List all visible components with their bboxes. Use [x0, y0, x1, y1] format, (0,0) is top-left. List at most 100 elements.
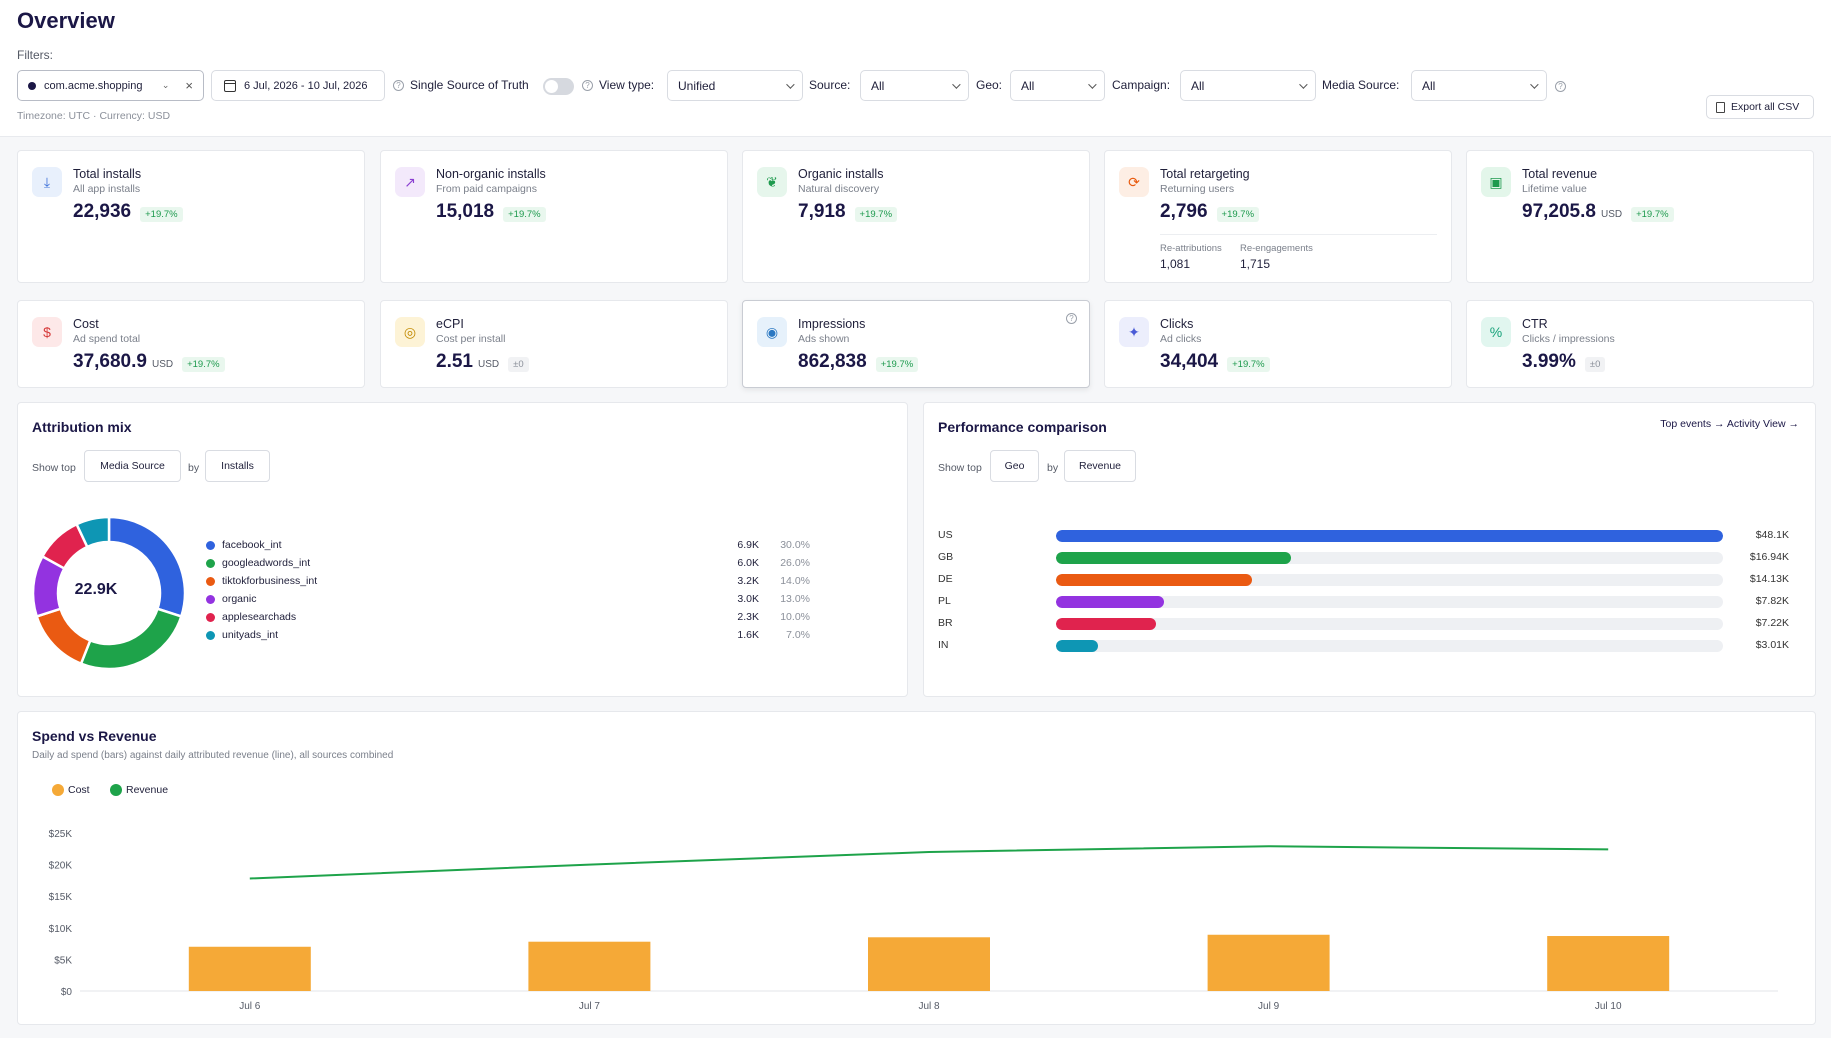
- sst-label: ? Single Source of Truth: [393, 78, 529, 92]
- cost-bar[interactable]: [1207, 934, 1330, 991]
- dimension-button[interactable]: Geo: [990, 450, 1039, 482]
- kpi-card[interactable]: ❦ Organic installs Natural discovery 7,918 +…: [742, 150, 1090, 283]
- date-range-label: 6 Jul, 2026 - 10 Jul, 2026: [244, 79, 368, 92]
- date-range-picker[interactable]: 6 Jul, 2026 - 10 Jul, 2026: [211, 70, 385, 101]
- sst-toggle[interactable]: [543, 78, 574, 95]
- help-icon[interactable]: ?: [1066, 313, 1077, 324]
- kpi-title: Organic installs: [798, 167, 884, 181]
- legend-swatch: [206, 558, 215, 568]
- legend-item[interactable]: applesearchads 2.3K 10.0%: [206, 610, 926, 624]
- performance-title: Performance comparison: [938, 419, 1107, 435]
- kpi-title: Total retargeting: [1160, 167, 1250, 181]
- kpi-title: Cost: [73, 317, 99, 331]
- delta-badge: ±0: [1584, 357, 1606, 372]
- geo-bar: [1056, 640, 1098, 652]
- download-icon: ⤓: [32, 167, 62, 197]
- kpi-card[interactable]: % CTR Clicks / impressions 3.99% ±0: [1466, 300, 1814, 388]
- geo-bar-track: [1056, 618, 1723, 630]
- kpi-card[interactable]: ⤓ Total installs All app installs 22,936 +19…: [17, 150, 365, 283]
- geo-row[interactable]: GB $16.94K: [938, 551, 1803, 565]
- attribution-mix-panel: Attribution mix Show top Media Source by…: [17, 402, 908, 697]
- activity-view-link[interactable]: Top events → Activity View →: [1660, 418, 1799, 430]
- legend-label: googleadwords_int: [222, 557, 311, 569]
- geo-row[interactable]: DE $14.13K: [938, 573, 1803, 587]
- cost-bar[interactable]: [528, 941, 651, 991]
- kpi-card[interactable]: $ Cost Ad spend total 37,680.9 USD +19.7%: [17, 300, 365, 388]
- chevron-down-icon[interactable]: ⌄: [161, 80, 170, 90]
- media-source-select[interactable]: All: [1411, 70, 1547, 101]
- y-tick-label: $10K: [49, 924, 73, 935]
- stat-label: Re-attributions: [1160, 243, 1222, 254]
- stat-value: 1,715: [1240, 257, 1271, 271]
- legend-item[interactable]: googleadwords_int 6.0K 26.0%: [206, 556, 926, 570]
- geo-row[interactable]: US $48.1K: [938, 529, 1803, 543]
- donut-slice[interactable]: [79, 607, 183, 671]
- wallet-icon: ▣: [1481, 167, 1511, 197]
- cost-bar[interactable]: [1547, 936, 1670, 991]
- media-source-label: Media Source:: [1322, 78, 1400, 92]
- legend-swatch: [206, 630, 215, 640]
- geo-label: DE: [938, 573, 953, 585]
- kpi-subtitle: Ad clicks: [1160, 333, 1202, 345]
- y-tick-label: $20K: [49, 861, 73, 872]
- donut-total: 22.9K: [74, 581, 118, 598]
- view-type-label: ? View type:: [582, 78, 654, 92]
- export-csv-button[interactable]: Export all CSV: [1706, 95, 1814, 119]
- x-tick-label: Jul 8: [918, 1001, 940, 1012]
- filter-bar: Overview Filters: com.acme.shopping ⌄ × …: [0, 0, 1831, 137]
- kpi-subtitle: Lifetime value: [1522, 183, 1587, 195]
- close-icon[interactable]: ×: [185, 78, 193, 93]
- delta-badge: +19.7%: [1227, 357, 1270, 372]
- kpi-title: Total revenue: [1522, 167, 1598, 181]
- kpi-subtitle: From paid campaigns: [436, 183, 537, 195]
- metric-button[interactable]: Revenue: [1064, 450, 1136, 482]
- legend-item[interactable]: tiktokforbusiness_int 3.2K 14.0%: [206, 574, 926, 588]
- help-icon[interactable]: ?: [393, 79, 404, 91]
- legend-item[interactable]: unityads_int 1.6K 7.0%: [206, 628, 926, 642]
- legend-cost[interactable]: Cost: [52, 784, 90, 796]
- calendar-icon: [224, 79, 236, 92]
- view-type-select[interactable]: Unified: [667, 70, 803, 101]
- campaign-label: Campaign:: [1112, 78, 1171, 92]
- legend-item[interactable]: facebook_int 6.9K 30.0%: [206, 538, 926, 552]
- kpi-card[interactable]: ◉ Impressions Ads shown 862,838 +19.7%?: [742, 300, 1090, 388]
- geo-bar: [1056, 618, 1157, 630]
- delta-badge: +19.7%: [875, 357, 919, 372]
- source-select[interactable]: All: [860, 70, 969, 101]
- donut-slice[interactable]: [107, 515, 187, 619]
- eye-icon: ◉: [757, 317, 787, 347]
- geo-bar: [1056, 596, 1165, 608]
- page-title: Overview: [17, 8, 115, 33]
- cost-bar[interactable]: [868, 937, 990, 991]
- x-tick-label: Jul 7: [579, 1001, 601, 1012]
- help-icon[interactable]: ?: [582, 79, 593, 91]
- kpi-card[interactable]: ▣ Total revenue Lifetime value 97,205.8 USD +…: [1466, 150, 1814, 283]
- legend-label: tiktokforbusiness_int: [222, 575, 318, 587]
- leaf-icon: ❦: [757, 167, 787, 197]
- kpi-card[interactable]: ✦ Clicks Ad clicks 34,404 +19.7%: [1104, 300, 1452, 388]
- geo-select[interactable]: All: [1010, 70, 1105, 101]
- kpi-card[interactable]: ↗ Non-organic installs From paid campaigns…: [380, 150, 728, 283]
- dimension-button[interactable]: Media Source: [84, 450, 181, 482]
- legend-label: facebook_int: [222, 539, 282, 551]
- legend-item[interactable]: organic 3.0K 13.0%: [206, 592, 926, 606]
- cost-bar[interactable]: [188, 946, 311, 991]
- metric-button[interactable]: Installs: [205, 450, 270, 482]
- donut-slice[interactable]: [74, 515, 111, 549]
- legend-revenue[interactable]: Revenue: [110, 784, 168, 796]
- help-icon[interactable]: ?: [1555, 81, 1566, 92]
- kpi-card[interactable]: ◎ eCPI Cost per install 2.51 USD ±0: [380, 300, 728, 388]
- app-selector[interactable]: com.acme.shopping ⌄ ×: [17, 70, 204, 101]
- timezone-currency: Timezone: UTC · Currency: USD: [17, 110, 171, 122]
- donut-slice[interactable]: [35, 607, 92, 666]
- revenue-line[interactable]: [249, 845, 1609, 880]
- geo-row[interactable]: PL $7.82K: [938, 595, 1803, 609]
- geo-row[interactable]: IN $3.01K: [938, 639, 1803, 653]
- geo-row[interactable]: BR $7.22K: [938, 617, 1803, 631]
- campaign-select[interactable]: All: [1180, 70, 1316, 101]
- legend-percent: 14.0%: [780, 575, 810, 587]
- delta-badge: +19.7%: [1631, 207, 1674, 222]
- kpi-card[interactable]: ⟳ Total retargeting Returning users 2,796 +1…: [1104, 150, 1452, 283]
- kpi-value-row: 22,936 +19.7%: [73, 201, 183, 223]
- legend-label: applesearchads: [222, 611, 297, 623]
